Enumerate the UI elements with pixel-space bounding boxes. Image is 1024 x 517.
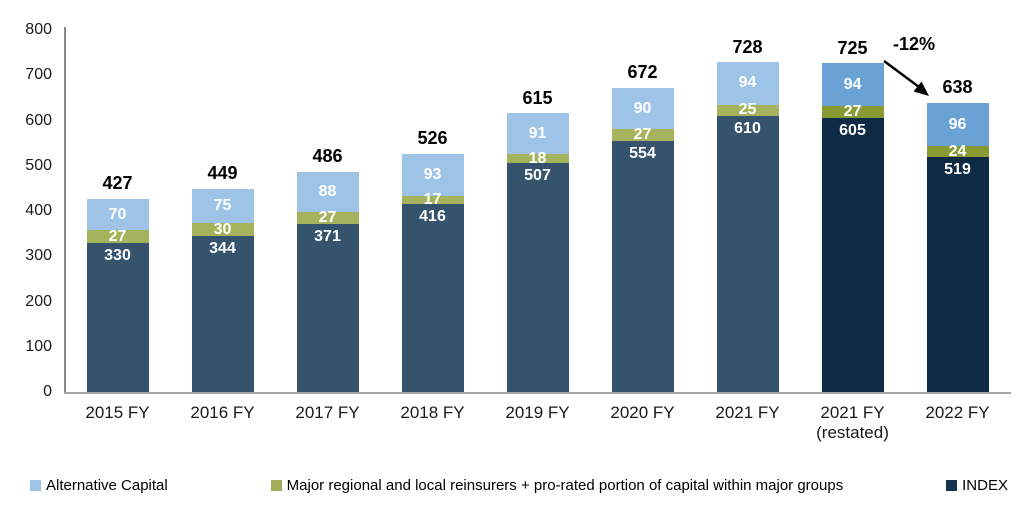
segment-value-label: 605 (839, 122, 866, 140)
legend-label: INDEX (962, 477, 1008, 494)
segment-value-label: 507 (524, 166, 551, 184)
segment-value-label: 416 (419, 207, 446, 225)
bar-segment-alternative-capital (611, 88, 674, 130)
bar-total-label: 427 (102, 172, 133, 193)
legend: Alternative Capital Major regional and l… (30, 477, 1008, 494)
segment-value-label: 344 (209, 240, 236, 258)
y-axis-tick-label: 200 (25, 292, 52, 310)
segment-value-label: 27 (843, 103, 862, 121)
bar-total-label: 728 (732, 36, 763, 57)
segment-value-label: 27 (318, 209, 337, 226)
legend-swatch-icon (270, 480, 282, 491)
bar-segment-alternative-capital (506, 113, 569, 155)
segment-value-label: 75 (213, 196, 232, 214)
segment-value-label: 18 (528, 149, 547, 167)
x-axis-label: 2021 FY (restated) (816, 403, 889, 442)
segment-value-label: 30 (213, 220, 232, 238)
bar-segment-index (821, 118, 884, 392)
bar-total-label: 615 (522, 87, 553, 108)
bar-segment-major-regional (86, 230, 149, 243)
bar-segment-alternative-capital (86, 198, 149, 231)
segment-value-label: 91 (528, 124, 547, 142)
legend-entry-index: INDEX (946, 477, 1008, 494)
segment-value-label: 25 (738, 101, 757, 119)
bar-segment-major-regional (821, 106, 884, 119)
bar-total-label: 486 (312, 146, 343, 167)
legend-entry-major-regional: Major regional and local reinsurers + pr… (270, 477, 844, 494)
y-axis-line (64, 27, 66, 393)
legend-label: Alternative Capital (46, 477, 168, 494)
legend-swatch-icon (30, 480, 41, 491)
legend-label: Major regional and local reinsurers + pr… (286, 477, 844, 494)
bar-total-label: 725 (837, 37, 868, 58)
bar-segment-index (86, 242, 149, 392)
bar-segment-index (926, 157, 989, 392)
x-axis-label: 2021 FY (715, 403, 780, 422)
legend-entry-alternative-capital: Alternative Capital (30, 477, 168, 494)
bar-segment-major-regional (506, 154, 569, 163)
bar-total-label: 449 (207, 162, 238, 183)
bar-segment-major-regional (611, 129, 674, 142)
x-axis-label: 2018 FY (400, 403, 465, 422)
y-axis-tick-label: 400 (25, 202, 52, 219)
bar-segment-index (506, 162, 569, 392)
bar-segment-major-regional (401, 196, 464, 204)
segment-value-label: 371 (314, 228, 341, 246)
bar-segment-index (611, 141, 674, 392)
y-axis-tick-label: 800 (25, 21, 52, 38)
segment-value-label: 554 (629, 145, 656, 163)
bar-segment-alternative-capital (716, 62, 779, 105)
y-axis-tick-label: 600 (25, 111, 52, 129)
bar-segment-alternative-capital (926, 102, 989, 147)
segment-value-label: 94 (738, 74, 757, 92)
segment-value-label: 519 (944, 161, 971, 179)
y-axis-tick-label: 0 (43, 383, 52, 400)
x-axis-label: 2016 FY (190, 403, 255, 422)
bar-segment-major-regional (191, 222, 254, 237)
bar-segment-index (296, 224, 359, 392)
bar-segment-alternative-capital (401, 153, 464, 197)
segment-value-label: 27 (108, 227, 127, 245)
bar-segment-index (191, 236, 254, 392)
bar-segment-alternative-capital (296, 172, 359, 212)
bar-segment-index (716, 115, 779, 392)
segment-value-label: 70 (108, 205, 127, 223)
bar-segment-major-regional (926, 146, 989, 158)
bar-total-label: 638 (942, 77, 973, 98)
segment-value-label: 90 (633, 99, 652, 117)
segment-value-label: 96 (948, 115, 967, 133)
segment-value-label: 17 (423, 190, 442, 208)
bar-total-label: 526 (417, 127, 448, 148)
decline-annotation: -12% (893, 34, 936, 54)
y-axis-tick-label: 100 (25, 337, 52, 355)
segment-value-label: 27 (633, 126, 652, 144)
segment-value-label: 610 (734, 119, 761, 137)
bar-total-label: 672 (627, 61, 658, 82)
segment-value-label: 94 (843, 75, 862, 93)
legend-swatch-icon (946, 480, 958, 491)
bar-segment-major-regional (296, 211, 359, 225)
x-axis-label: 2015 FY (85, 403, 150, 422)
x-axis-line (64, 392, 1011, 394)
bar-segment-major-regional (716, 104, 779, 116)
x-axis-label: 2017 FY (295, 403, 360, 422)
bar-segment-alternative-capital (821, 63, 884, 107)
bar-segment-alternative-capital (191, 188, 254, 223)
y-axis-tick-label: 500 (25, 156, 52, 174)
x-axis-label: 2020 FY (610, 403, 675, 422)
y-axis-tick-label: 700 (25, 66, 52, 84)
segment-value-label: 330 (104, 246, 131, 264)
segment-value-label: 88 (318, 182, 337, 200)
x-axis-label: 2019 FY (505, 403, 570, 422)
segment-value-label: 93 (423, 166, 442, 184)
segment-value-label: 24 (948, 142, 967, 160)
bar-segment-index (401, 203, 464, 392)
x-axis-label: 2022 FY (925, 403, 990, 422)
y-axis-tick-label: 300 (25, 247, 52, 265)
